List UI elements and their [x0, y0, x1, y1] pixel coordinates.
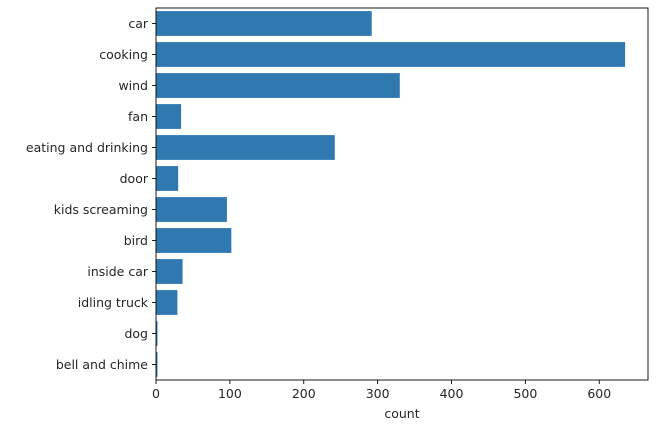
bar-inside-car	[156, 259, 183, 284]
y-tick-label: kids screaming	[54, 202, 148, 217]
bars-group	[156, 11, 626, 377]
bar-cooking	[156, 42, 626, 67]
y-tick-label: fan	[128, 109, 148, 124]
y-tick-label: bird	[124, 233, 148, 248]
y-tick-label: cooking	[99, 47, 148, 62]
bar-bell-and-chime	[156, 352, 158, 377]
bar-kids-screaming	[156, 197, 227, 222]
x-tick-label: 0	[152, 386, 160, 401]
bar-idling-truck	[156, 290, 178, 315]
x-tick-label: 200	[292, 386, 316, 401]
y-tick-label: wind	[118, 78, 148, 93]
y-tick-label: eating and drinking	[26, 140, 148, 155]
x-axis-title: count	[384, 406, 419, 421]
plot-frame	[155, 7, 649, 381]
y-tick-label: bell and chime	[56, 357, 148, 372]
x-tick-label: 100	[218, 386, 242, 401]
x-tick-label: 600	[587, 386, 611, 401]
bar-door	[156, 166, 179, 191]
bar-wind	[156, 73, 400, 98]
y-tick-label: idling truck	[78, 295, 149, 310]
y-tick-label: door	[120, 171, 149, 186]
y-tick-label: inside car	[87, 264, 149, 279]
bar-dog	[156, 321, 158, 346]
bar-bird	[156, 228, 232, 253]
y-tick-label: car	[128, 16, 149, 31]
bar-eating-and-drinking	[156, 135, 335, 160]
y-axis-ticks: car cooking wind fan eating and drinking door…	[26, 16, 156, 372]
x-tick-label: 400	[440, 386, 464, 401]
y-tick-label: dog	[124, 326, 148, 341]
bar-fan	[156, 104, 182, 129]
x-axis-ticks: 0 100 200 300 400 500 600	[152, 380, 611, 401]
x-tick-label: 500	[513, 386, 537, 401]
bar-car	[156, 11, 372, 36]
x-tick-label: 300	[366, 386, 390, 401]
